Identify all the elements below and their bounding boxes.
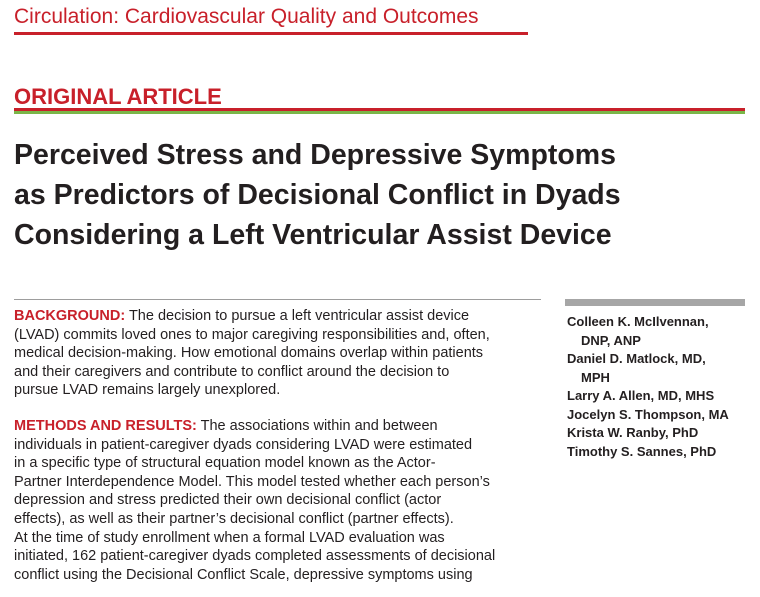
author-line: DNP, ANP (581, 332, 641, 348)
text-line: conflict using the Decisional Conflict S… (14, 566, 554, 585)
text: medical decision-making. How emotional d… (14, 345, 484, 362)
author-line: Larry A. Allen, MD, MHS (567, 388, 715, 403)
journal-name: Circulation: Cardiovascular Quality and … (14, 5, 479, 28)
text-line: Partner Interdependence Model. This mode… (14, 473, 554, 492)
title-line: Perceived Stress and Depressive Symptoms (14, 139, 616, 171)
author-list: Colleen K. McIlvennan, DNP, ANP Daniel D. … (567, 313, 729, 461)
text: effects), as well as their partner’s dec… (14, 510, 454, 527)
abstract-section: BACKGROUND: The decision to pursue a lef… (14, 307, 554, 400)
text: At the time of study enrollment when a f… (14, 529, 445, 546)
article-type: ORIGINAL ARTICLE (14, 84, 222, 109)
abstract: BACKGROUND: The decision to pursue a lef… (14, 307, 554, 597)
author: Krista W. Ranby, PhD (567, 424, 729, 443)
author-line: MPH (581, 369, 610, 385)
abstract-section: METHODS AND RESULTS: The associations wi… (14, 417, 554, 584)
author: Timothy S. Sannes, PhD (567, 443, 729, 462)
text: (LVAD) commits loved ones to major careg… (14, 326, 490, 343)
title-line: Considering a Left Ventricular Assist De… (14, 219, 612, 251)
author-line: Krista W. Ranby, PhD (567, 425, 699, 440)
article-title: Perceived Stress and Depressive Symptoms… (14, 135, 621, 255)
text: in a specific type of structural equatio… (14, 455, 436, 472)
text: and their caregivers and contribute to c… (14, 363, 450, 380)
text: depression and stress predicted their ow… (14, 492, 442, 509)
text-line: in a specific type of structural equatio… (14, 454, 554, 473)
author: Colleen K. McIlvennan, DNP, ANP (567, 313, 729, 350)
title-line: as Predictors of Decisional Conflict in … (14, 179, 621, 211)
author: Daniel D. Matlock, MD, MPH (567, 350, 729, 387)
text-line: BACKGROUND: The decision to pursue a lef… (14, 307, 554, 326)
section-label: METHODS AND RESULTS: (14, 417, 197, 434)
text: initiated, 162 patient-caregiver dyads c… (14, 548, 496, 565)
author: Larry A. Allen, MD, MHS (567, 387, 729, 406)
rule (14, 32, 528, 35)
text-line: individuals in patient-caregiver dyads c… (14, 436, 554, 455)
text: individuals in patient-caregiver dyads c… (14, 436, 473, 453)
author: Jocelyn S. Thompson, MA (567, 406, 729, 425)
text: pursue LVAD remains largely unexplored. (14, 382, 281, 399)
author-line: Jocelyn S. Thompson, MA (567, 406, 729, 422)
text-line: METHODS AND RESULTS: The associations wi… (14, 417, 554, 436)
author-line: Timothy S. Sannes, PhD (567, 443, 717, 459)
text: Partner Interdependence Model. This mode… (14, 473, 490, 490)
text-line: initiated, 162 patient-caregiver dyads c… (14, 547, 554, 566)
text-line: depression and stress predicted their ow… (14, 491, 554, 510)
section-label: BACKGROUND: (14, 308, 126, 324)
text-line: pursue LVAD remains largely unexplored. (14, 381, 554, 400)
rule (14, 299, 541, 300)
text-line: (LVAD) commits loved ones to major careg… (14, 326, 554, 345)
text-line: and their caregivers and contribute to c… (14, 363, 554, 382)
text: The associations within and between (200, 417, 438, 434)
text-line: At the time of study enrollment when a f… (14, 529, 554, 548)
rule (14, 111, 745, 114)
rule (14, 108, 745, 111)
text-line: effects), as well as their partner’s dec… (14, 510, 554, 529)
text: The decision to pursue a left ventricula… (128, 308, 470, 324)
text: conflict using the Decisional Conflict S… (14, 566, 473, 583)
author-line: Daniel D. Matlock, MD, (567, 351, 706, 366)
rule (565, 299, 745, 306)
text-line: medical decision-making. How emotional d… (14, 344, 554, 363)
author-line: Colleen K. McIlvennan, (567, 314, 709, 329)
